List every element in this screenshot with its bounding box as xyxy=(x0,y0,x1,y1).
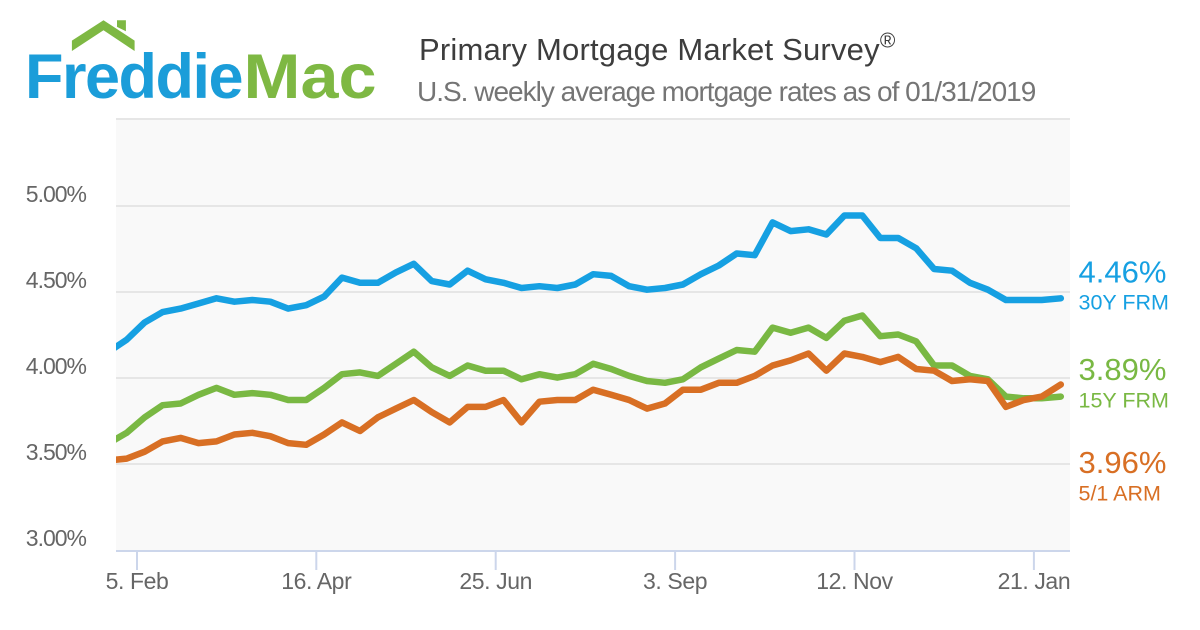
svg-text:5. Feb: 5. Feb xyxy=(106,568,169,594)
svg-text:3.00%: 3.00% xyxy=(26,525,87,551)
svg-text:30Y FRM: 30Y FRM xyxy=(1079,290,1169,314)
svg-text:3.50%: 3.50% xyxy=(26,439,87,465)
svg-text:4.46%: 4.46% xyxy=(1079,255,1167,290)
svg-text:3.96%: 3.96% xyxy=(1079,445,1167,480)
svg-text:16. Apr: 16. Apr xyxy=(281,568,352,594)
svg-text:5/1 ARM: 5/1 ARM xyxy=(1079,481,1161,505)
svg-text:Freddie: Freddie xyxy=(25,42,242,112)
svg-text:4.50%: 4.50% xyxy=(26,267,87,293)
svg-text:3.89%: 3.89% xyxy=(1079,352,1167,387)
svg-text:15Y FRM: 15Y FRM xyxy=(1079,388,1169,412)
svg-text:Mac: Mac xyxy=(244,42,377,112)
svg-text:25. Jun: 25. Jun xyxy=(459,568,532,594)
svg-text:4.00%: 4.00% xyxy=(26,353,87,379)
svg-text:Primary Mortgage Market Survey: Primary Mortgage Market Survey® xyxy=(419,30,896,68)
svg-text:3. Sep: 3. Sep xyxy=(643,568,707,594)
svg-text:U.S. weekly average mortgage r: U.S. weekly average mortgage rates as of… xyxy=(417,76,1036,107)
svg-text:21. Jan: 21. Jan xyxy=(998,568,1071,594)
svg-text:12. Nov: 12. Nov xyxy=(816,568,893,594)
svg-text:5.00%: 5.00% xyxy=(26,181,87,207)
